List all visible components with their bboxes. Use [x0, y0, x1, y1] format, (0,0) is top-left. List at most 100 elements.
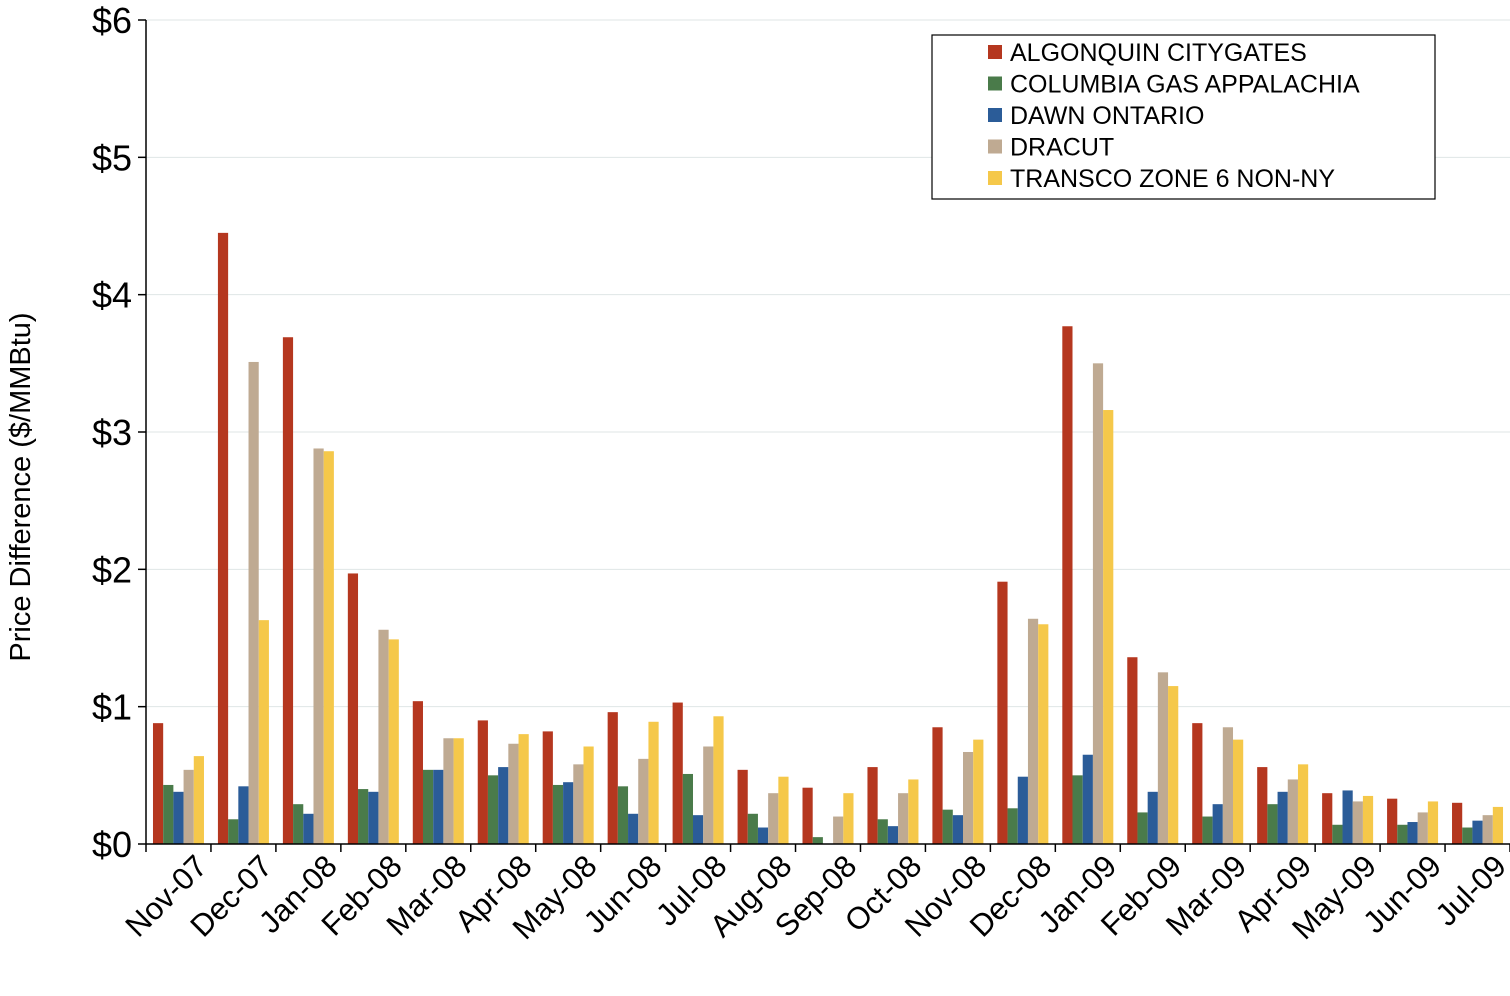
bar-algonquin-citygates-sep-08 [802, 787, 813, 844]
bar-dracut-sep-08 [833, 816, 844, 844]
legend-label-transco-zone-6-non-ny: TRANSCO ZONE 6 NON-NY [1010, 165, 1335, 193]
bar-algonquin-citygates-oct-08 [867, 767, 878, 844]
bar-transco-zone-6-non-ny-feb-08 [388, 639, 399, 844]
y-tick-label: $4 [92, 275, 132, 316]
bar-transco-zone-6-non-ny-dec-08 [1038, 624, 1049, 844]
bar-columbia-gas-appalachia-apr-08 [487, 775, 499, 844]
bar-dracut-jun-09 [1417, 812, 1428, 844]
bar-columbia-gas-appalachia-jan-09 [1072, 775, 1083, 844]
bar-dracut-jul-09 [1482, 815, 1493, 844]
bar-dawn-ontario-apr-09 [1277, 791, 1288, 844]
legend-swatch-algonquin-citygates [988, 45, 1002, 59]
legend: ALGONQUIN CITYGATES COLUMBIA GAS APPALACH… [931, 34, 1436, 200]
axes [138, 19, 1510, 852]
bar-dawn-ontario-may-09 [1342, 790, 1353, 844]
bar-columbia-gas-appalachia-aug-08 [747, 813, 758, 844]
bar-algonquin-citygates-may-08 [542, 731, 553, 844]
bar-algonquin-citygates-may-09 [1322, 793, 1333, 844]
bar-dawn-ontario-jul-08 [692, 815, 704, 844]
bar-transco-zone-6-non-ny-nov-07 [193, 756, 204, 844]
bar-columbia-gas-appalachia-jun-09 [1397, 824, 1408, 844]
y-tick-labels: $0 $1 $2 $3 $4 $5 $6 [92, 0, 132, 865]
bar-dracut-may-08 [573, 764, 584, 844]
bar-transco-zone-6-non-ny-dec-07 [258, 620, 269, 844]
bar-dracut-nov-08 [963, 751, 974, 844]
bar-transco-zone-6-non-ny-apr-08 [518, 734, 529, 844]
bar-transco-zone-6-non-ny-jul-09 [1492, 806, 1504, 844]
bar-dawn-ontario-jun-08 [628, 813, 639, 844]
bar-transco-zone-6-non-ny-jul-08 [713, 716, 724, 844]
gridlines [146, 19, 1510, 708]
bar-columbia-gas-appalachia-jul-08 [682, 773, 693, 844]
bar-columbia-gas-appalachia-nov-08 [942, 809, 953, 844]
bar-columbia-gas-appalachia-sep-08 [812, 837, 823, 844]
bar-dawn-ontario-jan-09 [1082, 754, 1093, 844]
bar-transco-zone-6-non-ny-jan-09 [1103, 410, 1114, 844]
bar-algonquin-citygates-dec-08 [997, 581, 1008, 844]
bar-algonquin-citygates-feb-08 [347, 573, 359, 844]
bar-columbia-gas-appalachia-may-09 [1332, 824, 1343, 844]
bar-columbia-gas-appalachia-nov-07 [163, 784, 174, 844]
bar-columbia-gas-appalachia-may-08 [552, 784, 564, 844]
bar-dracut-mar-09 [1222, 727, 1234, 844]
bar-columbia-gas-appalachia-mar-09 [1202, 816, 1213, 844]
bar-algonquin-citygates-mar-09 [1192, 723, 1203, 844]
bar-dawn-ontario-feb-09 [1147, 791, 1158, 844]
bar-dawn-ontario-jul-09 [1472, 820, 1483, 844]
bar-algonquin-citygates-jan-08 [282, 337, 294, 844]
bar-columbia-gas-appalachia-feb-09 [1137, 812, 1148, 844]
bar-transco-zone-6-non-ny-mar-08 [453, 738, 464, 844]
legend-box [931, 34, 1436, 200]
y-tick-label: $0 [92, 824, 132, 865]
legend-swatch-dawn-ontario [988, 108, 1002, 122]
bar-transco-zone-6-non-ny-feb-09 [1168, 686, 1179, 844]
bar-transco-zone-6-non-ny-aug-08 [778, 776, 789, 844]
bar-algonquin-citygates-feb-09 [1127, 657, 1138, 844]
bar-dawn-ontario-dec-08 [1017, 776, 1028, 844]
legend-label-dracut: DRACUT [1010, 134, 1114, 162]
bar-algonquin-citygates-jul-09 [1452, 802, 1463, 844]
bar-algonquin-citygates-dec-07 [217, 232, 229, 844]
bar-algonquin-citygates-mar-08 [412, 701, 423, 844]
bar-dawn-ontario-nov-07 [173, 791, 184, 844]
bar-dawn-ontario-feb-08 [368, 791, 379, 844]
bar-dawn-ontario-dec-07 [238, 786, 249, 844]
bar-transco-zone-6-non-ny-nov-08 [973, 739, 984, 844]
bar-columbia-gas-appalachia-mar-08 [422, 769, 434, 844]
bar-transco-zone-6-non-ny-apr-09 [1297, 764, 1309, 844]
bar-dawn-ontario-may-08 [563, 782, 574, 844]
legend-swatch-columbia-gas-appalachia [988, 76, 1002, 91]
bar-dracut-dec-08 [1027, 618, 1039, 844]
bar-dawn-ontario-nov-08 [952, 815, 964, 844]
x-tick-labels: Nov-07Dec-07Jan-08Feb-08Mar-08Apr-08May-… [118, 848, 1510, 946]
bar-columbia-gas-appalachia-feb-08 [358, 789, 369, 844]
bar-transco-zone-6-non-ny-oct-08 [908, 779, 919, 844]
bar-columbia-gas-appalachia-oct-08 [877, 819, 888, 844]
y-tick-label: $6 [92, 0, 132, 41]
bar-columbia-gas-appalachia-dec-07 [228, 819, 239, 844]
y-tick-label: $1 [92, 687, 132, 728]
legend-swatch-dracut [988, 139, 1002, 154]
bar-algonquin-citygates-apr-08 [477, 720, 488, 844]
bar-algonquin-citygates-apr-09 [1257, 767, 1268, 844]
bar-transco-zone-6-non-ny-sep-08 [843, 793, 854, 844]
y-tick-label: $5 [92, 137, 132, 178]
legend-label-columbia-gas-appalachia: COLUMBIA GAS APPALACHIA [1010, 71, 1360, 99]
bar-columbia-gas-appalachia-dec-08 [1007, 808, 1018, 844]
bar-algonquin-citygates-aug-08 [737, 769, 748, 844]
bar-dracut-feb-08 [378, 629, 389, 844]
bar-transco-zone-6-non-ny-jun-08 [648, 721, 659, 844]
bar-dawn-ontario-aug-08 [757, 827, 769, 844]
bar-dracut-jun-08 [638, 758, 649, 844]
legend-swatch-transco-zone-6-non-ny [988, 171, 1002, 185]
bar-dawn-ontario-jun-09 [1407, 822, 1418, 844]
bar-dracut-mar-08 [443, 738, 454, 844]
bar-algonquin-citygates-jun-08 [607, 712, 618, 844]
bar-dracut-aug-08 [768, 793, 779, 844]
bar-dracut-jan-08 [313, 448, 324, 844]
bar-transco-zone-6-non-ny-may-09 [1362, 795, 1374, 844]
bar-dracut-jan-09 [1092, 363, 1104, 844]
bar-dracut-feb-09 [1157, 672, 1169, 844]
bar-dracut-dec-07 [248, 361, 259, 844]
